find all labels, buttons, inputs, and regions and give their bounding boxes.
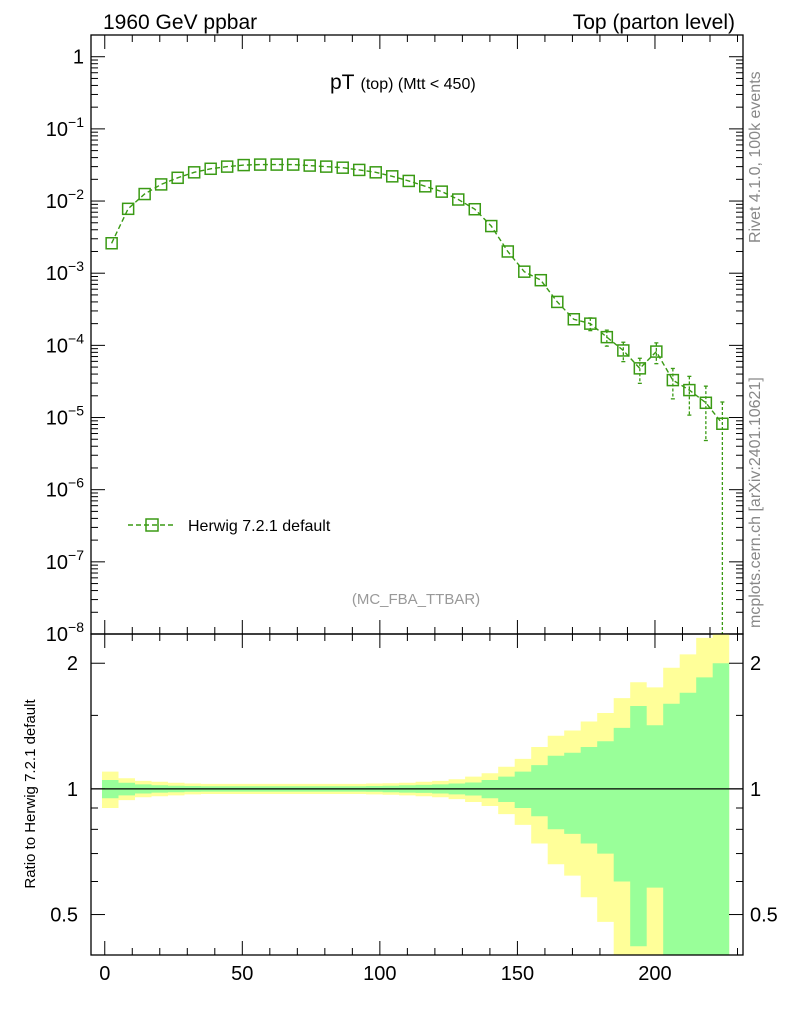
y-tick-label: 10−3 [46,258,84,285]
data-point [220,160,234,173]
y-tick-label: 10−8 [46,619,84,646]
ratio-ylabel: Ratio to Herwig 7.2.1 default [22,699,39,889]
data-point [352,163,366,177]
legend: Herwig 7.2.1 default [128,518,331,535]
ratio-tick-label-right: 2 [750,653,761,675]
lower-panel: 0.5 0.5 1 1 2 2 [50,633,778,956]
ratio-tick-label-left: 2 [67,653,78,675]
x-tick-label: 50 [231,963,253,985]
x-tick-label: 0 [99,963,110,985]
plot-title-main: pT [330,71,355,94]
x-tick-label: 150 [501,963,534,985]
x-tick-label: 100 [363,963,396,985]
data-point [105,237,118,250]
x-tick-label: 200 [638,963,671,985]
plot-title: pT (top) (Mtt < 450) [330,71,476,94]
data-point [336,161,349,174]
data-point [633,362,647,375]
data-point [650,345,663,358]
data-point [303,159,316,172]
legend-marker [145,518,159,532]
data-point [187,166,201,179]
upper-panel: 1 10−1 10−2 10−3 10−4 10−5 10−6 10−7 10−8 [46,34,744,955]
data-point [501,245,515,258]
data-point [584,317,597,330]
data-point [419,180,432,193]
mcplots-label: mcplots.cern.ch [arXiv:2401.10621] [747,377,764,628]
plot-title-sub: (top) (Mtt < 450) [361,76,476,93]
data-point [452,193,465,206]
data-point [270,158,283,171]
analysis-tag: (MC_FBA_TTBAR) [352,591,480,608]
data-point [567,313,581,326]
data-point [121,202,135,216]
ratio-tick-label-left: 1 [67,779,78,801]
data-point [402,174,415,188]
data-point [204,162,217,176]
legend-label: Herwig 7.2.1 default [188,518,331,535]
data-point [385,170,399,183]
ratio-tick-label-right: 0.5 [750,905,778,927]
data-point [435,185,449,198]
data-point [518,265,531,278]
x-tick-labels: 0 50 100 150 200 [99,963,671,985]
data-point [699,396,713,410]
series-line [110,163,723,425]
data-point [253,158,267,171]
y-tick-label: 10−6 [46,475,84,502]
y-tick-label: 10−2 [46,186,84,213]
data-point [319,160,333,173]
data-point [237,158,250,172]
rivet-label: Rivet 4.1.0, 100k events [747,71,764,243]
y-tick-label: 10−7 [46,547,84,574]
data-point [485,219,498,233]
data-point [171,171,184,185]
upper-frame [90,34,744,635]
ratio-tick-label-left: 0.5 [50,905,78,927]
lower-frame [90,633,744,956]
ratio-tick-label-right: 1 [750,779,761,801]
data-point [666,373,680,387]
y-tick-label: 10−5 [46,403,84,430]
data-point [617,344,630,357]
header-left: 1960 GeV ppbar [103,11,257,34]
data-point [551,295,564,309]
data-point [468,202,482,216]
y-tick-label: 10−4 [46,330,84,357]
total-uncertainty-band [102,634,730,955]
data-point [154,178,168,191]
data-point [286,158,300,171]
data-point [600,330,614,344]
y-tick-label: 1 [73,47,84,69]
data-point [534,273,548,287]
data-point [138,187,151,201]
stat-uncertainty-band [102,663,730,955]
data-point [683,383,696,397]
data-point [716,417,729,430]
y-tick-label: 10−1 [46,114,84,141]
data-point [369,166,382,179]
header-right: Top (parton level) [573,11,735,34]
